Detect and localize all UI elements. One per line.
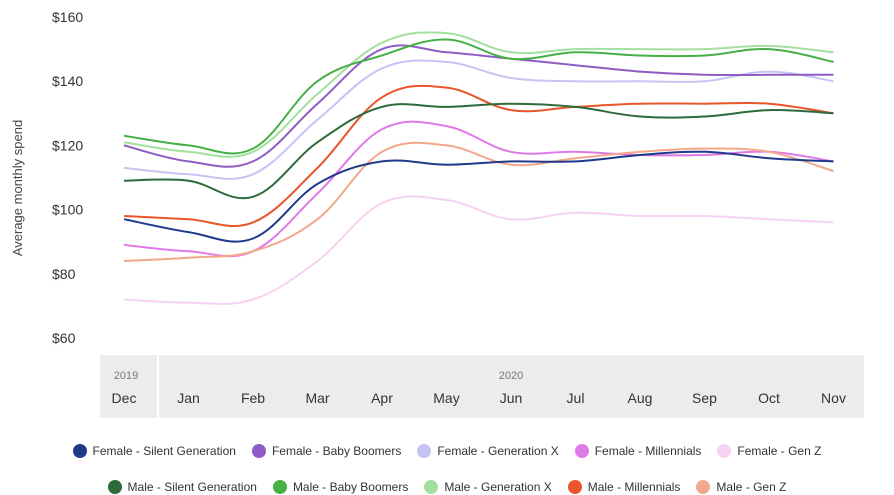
series-line-male-silent-generation (123, 102, 834, 200)
y-tick-label: $80 (52, 266, 76, 282)
x-tick-label: Sep (692, 390, 717, 406)
y-axis: $60 $80 $100 $120 $140 $160 (52, 9, 83, 346)
series-line-female-silent-generation (123, 150, 834, 243)
series-line-female-millennials (123, 120, 834, 258)
y-tick-label: $100 (52, 202, 83, 218)
legend-swatch (107, 480, 122, 494)
x-tick-label: Jun (500, 390, 523, 406)
series-line-female-generation-x (123, 59, 834, 180)
legend-row-female: Female - Silent Generation Female - Baby … (0, 444, 894, 458)
x-tick-label: Jul (567, 390, 585, 406)
legend-item: Male - Baby Boomers (272, 480, 409, 494)
series-line-male-generation-x (123, 31, 834, 158)
legend-item: Female - Gen Z (717, 444, 821, 458)
legend-label: Male - Millennials (587, 480, 681, 494)
x-axis-band: 2019 2020 Dec Jan Feb Mar Apr May Jun Jul Aug Sep Oc… (100, 355, 864, 418)
legend-label: Female - Silent Generation (92, 444, 236, 458)
x-tick-label: Aug (628, 390, 653, 406)
legend-label: Male - Generation X (444, 480, 552, 494)
legend-item: Male - Millennials (567, 480, 681, 494)
series-line-female-baby-boomers (123, 44, 834, 168)
x-tick-label: Nov (821, 390, 846, 406)
series-line-male-baby-boomers (123, 38, 834, 155)
legend-swatch (272, 480, 287, 494)
series-line-female-gen-z (123, 195, 834, 305)
x-tick-label: May (433, 390, 459, 406)
legend-swatch (72, 444, 87, 458)
year-label: 2020 (499, 370, 523, 382)
legend-item: Female - Baby Boomers (251, 444, 402, 458)
x-tick-label: Oct (758, 390, 780, 406)
legend-swatch (251, 444, 266, 458)
legend-swatch (567, 480, 582, 494)
year-band-2019 (100, 355, 157, 418)
y-axis-label: Average monthly spend (10, 120, 25, 256)
series-line-male-millennials (123, 84, 834, 227)
legend-item: Female - Generation X (417, 444, 559, 458)
year-band-2020 (159, 355, 864, 418)
legend-label: Male - Baby Boomers (292, 480, 409, 494)
legend-swatch (717, 444, 732, 458)
legend-swatch (417, 444, 432, 458)
year-label: 2019 (114, 370, 138, 382)
y-tick-label: $120 (52, 137, 83, 153)
legend-swatch (696, 480, 711, 494)
legend-swatch (574, 444, 589, 458)
legend-item: Male - Generation X (424, 480, 552, 494)
line-chart: $60 $80 $100 $120 $140 $160 Average monthly s… (10, 9, 864, 418)
legend-label: Female - Baby Boomers (271, 444, 402, 458)
x-tick-label: Dec (112, 390, 137, 406)
x-tick-label: Jan (177, 390, 200, 406)
legend-row-male: Male - Silent Generation Male - Baby Boom… (0, 480, 894, 494)
legend-swatch (424, 480, 439, 494)
legend-label: Male - Gen Z (716, 480, 787, 494)
legend-label: Female - Generation X (437, 444, 559, 458)
x-tick-label: Feb (241, 390, 265, 406)
y-tick-label: $160 (52, 9, 83, 25)
x-tick-label: Apr (371, 390, 393, 406)
legend-label: Female - Gen Z (737, 444, 822, 458)
legend-item: Female - Silent Generation (72, 444, 236, 458)
series-lines (123, 31, 834, 305)
series-line-male-gen-z (123, 141, 834, 262)
legend-item: Female - Millennials (574, 444, 702, 458)
y-tick-label: $60 (52, 330, 76, 346)
legend-item: Male - Gen Z (696, 480, 786, 494)
legend-item: Male - Silent Generation (107, 480, 257, 494)
x-tick-label: Mar (305, 390, 329, 406)
legend-label: Male - Silent Generation (127, 480, 257, 494)
y-tick-label: $140 (52, 73, 83, 89)
legend-label: Female - Millennials (594, 444, 702, 458)
